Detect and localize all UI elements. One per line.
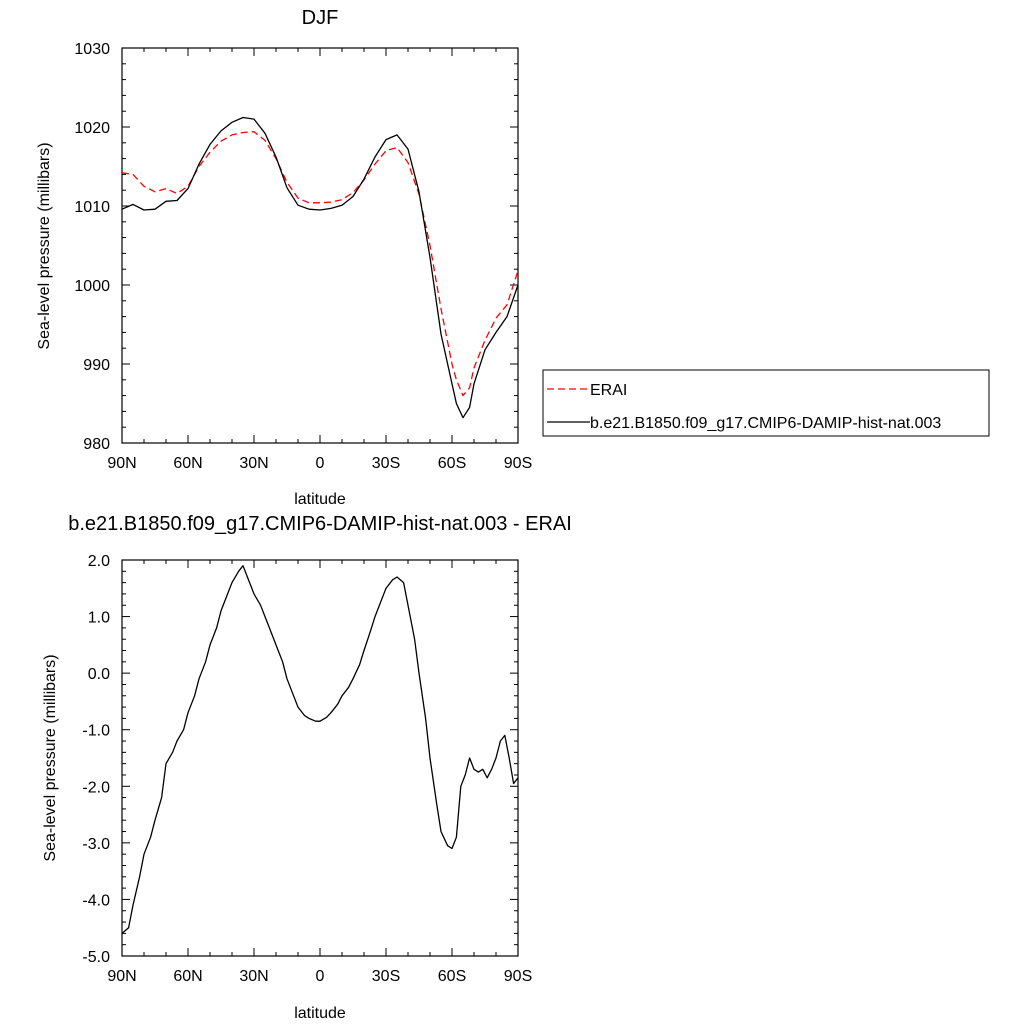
y-tick-label: -3.0 bbox=[82, 836, 110, 853]
y-tick-label: 2.0 bbox=[88, 553, 110, 570]
legend-label-model: b.e21.B1850.f09_g17.CMIP6-DAMIP-hist-nat… bbox=[590, 415, 941, 432]
legend: ERAI b.e21.B1850.f09_g17.CMIP6-DAMIP-his… bbox=[542, 369, 990, 437]
x-tick-label: 60N bbox=[173, 455, 202, 472]
bottom-axis-ticks: 90N 60N 30N 0 30S 60S 90S -5.0 -4.0 -3.0 -2.0 -1.0 0… bbox=[82, 553, 532, 985]
x-tick-label: 30N bbox=[239, 968, 268, 985]
x-tick-label: 30S bbox=[372, 968, 400, 985]
legend-box bbox=[542, 369, 990, 437]
y-tick-label: 1010 bbox=[74, 199, 110, 216]
top-x-axis-label: latitude bbox=[294, 491, 346, 508]
x-tick-label: 90S bbox=[504, 455, 532, 472]
y-tick-label: 1020 bbox=[74, 120, 110, 137]
y-tick-label: 1000 bbox=[74, 278, 110, 295]
top-series-lines bbox=[121, 116, 519, 419]
y-tick-label: 1.0 bbox=[88, 610, 110, 627]
top-axis-ticks: 90N 60N 30N 0 30S 60S 90S 980 990 1000 1010 1020 103… bbox=[74, 41, 532, 472]
series-line-model bbox=[121, 116, 519, 419]
bottom-y-axis-label: Sea-level pressure (millibars) bbox=[42, 654, 59, 861]
x-tick-label: 30S bbox=[372, 455, 400, 472]
x-tick-label: 90N bbox=[107, 968, 136, 985]
y-tick-label: 0.0 bbox=[88, 666, 110, 683]
x-tick-label: 30N bbox=[239, 455, 268, 472]
top-chart-title: DJF bbox=[302, 7, 339, 29]
y-tick-label: -4.0 bbox=[82, 892, 110, 909]
legend-label-erai: ERAI bbox=[590, 382, 627, 399]
bottom-x-axis-label: latitude bbox=[294, 1005, 346, 1022]
x-tick-label: 0 bbox=[316, 968, 325, 985]
y-tick-label: -2.0 bbox=[82, 779, 110, 796]
y-tick-label: 1030 bbox=[74, 41, 110, 58]
x-tick-label: 90S bbox=[504, 968, 532, 985]
bottom-plot-frame bbox=[121, 559, 519, 957]
x-tick-label: 0 bbox=[316, 455, 325, 472]
x-tick-label: 60S bbox=[438, 968, 466, 985]
y-tick-label: -5.0 bbox=[82, 949, 110, 966]
bottom-series-lines bbox=[121, 565, 519, 934]
y-tick-label: 990 bbox=[83, 357, 110, 374]
top-y-axis-label: Sea-level pressure (millibars) bbox=[36, 142, 53, 349]
top-chart: DJF 90N 60N 30N 0 30S 60S 90S 980 990 1000 1010 102… bbox=[36, 7, 990, 508]
x-tick-label: 60N bbox=[173, 968, 202, 985]
x-tick-label: 90N bbox=[107, 455, 136, 472]
series-line-erai bbox=[121, 131, 519, 397]
x-tick-label: 60S bbox=[438, 455, 466, 472]
bottom-chart-title: b.e21.B1850.f09_g17.CMIP6-DAMIP-hist-nat… bbox=[68, 513, 572, 535]
bottom-chart: b.e21.B1850.f09_g17.CMIP6-DAMIP-hist-nat… bbox=[42, 513, 572, 1022]
series-line-model bbox=[121, 565, 519, 934]
y-tick-label: -1.0 bbox=[82, 723, 110, 740]
y-tick-label: 980 bbox=[83, 436, 110, 453]
